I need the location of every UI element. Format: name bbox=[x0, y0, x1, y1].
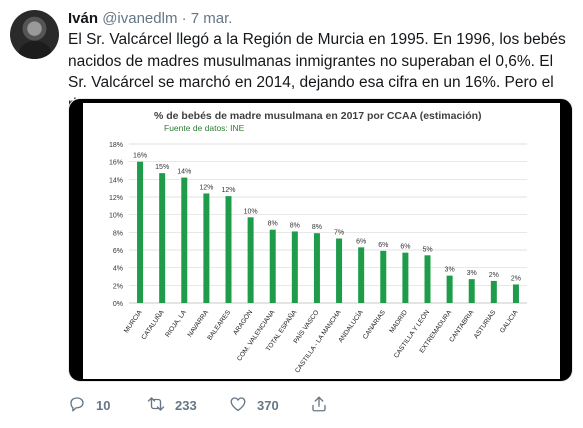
chart-bar bbox=[269, 229, 276, 303]
reply-button[interactable]: 10 bbox=[68, 393, 110, 417]
y-tick-label: 10% bbox=[109, 213, 123, 220]
data-label: 6% bbox=[356, 238, 366, 245]
y-tick-label: 12% bbox=[109, 195, 123, 202]
chart-bar bbox=[225, 196, 232, 303]
chart-bar bbox=[137, 161, 144, 303]
chart-bar bbox=[336, 238, 343, 303]
y-tick-label: 18% bbox=[109, 142, 123, 149]
data-label: 2% bbox=[489, 272, 499, 279]
data-label: 12% bbox=[199, 184, 213, 191]
data-label: 12% bbox=[221, 187, 235, 194]
data-label: 6% bbox=[400, 244, 410, 251]
retweet-icon bbox=[147, 395, 165, 416]
data-label: 8% bbox=[312, 224, 322, 231]
tweet-media-chart[interactable]: % de bebés de madre musulmana en 2017 po… bbox=[68, 98, 573, 382]
chart-bar bbox=[380, 250, 387, 303]
share-icon bbox=[310, 395, 328, 416]
y-tick-label: 6% bbox=[113, 248, 123, 255]
y-tick-label: 8% bbox=[113, 230, 123, 237]
chart: % de bebés de madre musulmana en 2017 po… bbox=[83, 103, 560, 379]
y-tick-label: 2% bbox=[113, 283, 123, 290]
data-label: 5% bbox=[422, 246, 432, 253]
data-label: 10% bbox=[244, 208, 258, 215]
data-label: 6% bbox=[378, 242, 388, 249]
chart-bar bbox=[159, 173, 166, 303]
chart-bar bbox=[291, 231, 298, 303]
data-label: 14% bbox=[177, 169, 191, 176]
author-handle[interactable]: @ivanedlm bbox=[102, 10, 178, 27]
y-tick-label: 0% bbox=[113, 301, 123, 308]
chart-bar bbox=[402, 252, 409, 303]
data-label: 3% bbox=[445, 267, 455, 274]
chart-bar bbox=[490, 280, 497, 303]
chart-title: % de bebés de madre musulmana en 2017 po… bbox=[154, 110, 482, 122]
chart-bar bbox=[247, 217, 254, 303]
data-label: 15% bbox=[155, 164, 169, 171]
chart-bar bbox=[424, 255, 431, 303]
reply-icon bbox=[68, 395, 86, 416]
chart-subtitle: Fuente de datos: INE bbox=[164, 123, 245, 133]
avatar[interactable] bbox=[10, 10, 59, 59]
chart-bar bbox=[446, 275, 453, 303]
chart-bar bbox=[358, 247, 365, 303]
chart-bars: 16% 15% 14% 12% 12% 10% 8% 8% 8% 7% 6% 6% 6% 5% 3% 3% 2%… bbox=[133, 153, 521, 303]
retweet-button[interactable]: 233 bbox=[147, 393, 197, 417]
chart-bar bbox=[468, 279, 475, 303]
y-tick-label: 14% bbox=[109, 177, 123, 184]
data-label: 16% bbox=[133, 153, 147, 160]
chart-bar bbox=[181, 177, 188, 303]
y-tick-label: 16% bbox=[109, 160, 123, 167]
share-button[interactable] bbox=[310, 393, 328, 417]
author-name[interactable]: Iván bbox=[68, 10, 99, 27]
data-label: 2% bbox=[511, 275, 521, 282]
retweet-count: 233 bbox=[175, 397, 197, 413]
reply-count: 10 bbox=[96, 397, 111, 413]
separator-dot: · bbox=[181, 10, 187, 27]
like-count: 370 bbox=[257, 397, 279, 413]
data-label: 8% bbox=[290, 222, 300, 229]
tweet-actions: 10 233 370 bbox=[68, 393, 573, 417]
like-icon bbox=[229, 395, 247, 416]
y-axis: 0% 2% 4% 6% 8% 10% 12% 14% 16% 18% bbox=[109, 142, 123, 308]
tweet-date[interactable]: 7 mar. bbox=[190, 10, 233, 27]
chart-grid bbox=[129, 143, 527, 304]
chart-bar bbox=[313, 233, 320, 303]
chart-bar bbox=[512, 284, 519, 303]
like-button[interactable]: 370 bbox=[229, 393, 279, 417]
data-label: 3% bbox=[467, 270, 477, 277]
y-tick-label: 4% bbox=[113, 266, 123, 273]
data-label: 8% bbox=[268, 221, 278, 228]
tweet-header: Iván @ivanedlm · 7 mar. bbox=[68, 9, 232, 29]
data-label: 7% bbox=[334, 230, 344, 237]
chart-bar bbox=[203, 193, 210, 303]
